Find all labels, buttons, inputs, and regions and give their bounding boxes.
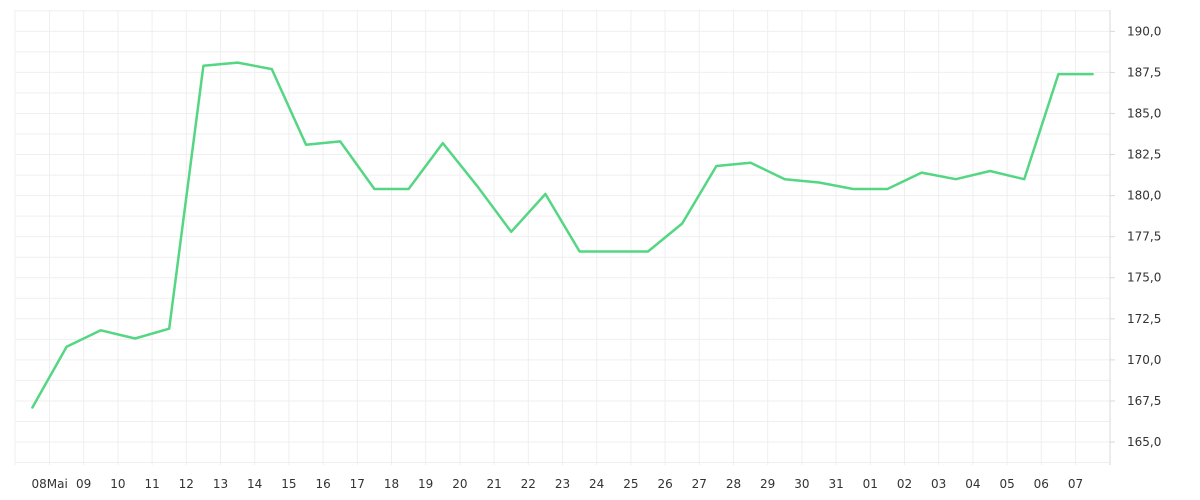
x-tick-label: 17	[350, 477, 365, 491]
y-axis-labels: 165,0 167,5 170,0 172,5 175,0 177,5 180,0 182,5…	[1110, 24, 1161, 449]
x-tick-label: 02	[897, 477, 912, 491]
series-line	[31, 61, 1094, 409]
y-tick-label: 190,0	[1127, 24, 1161, 38]
x-tick-label: 21	[486, 477, 501, 491]
x-tick-label: 09	[76, 477, 91, 491]
x-tick-label: 08Mai	[32, 477, 68, 491]
x-tick-label: 28	[726, 477, 741, 491]
y-tick-label: 170,0	[1127, 353, 1161, 367]
x-tick-label: 25	[623, 477, 638, 491]
y-tick-label: 177,5	[1127, 230, 1161, 244]
x-tick-label: 07	[1068, 477, 1083, 491]
x-tick-label: 29	[760, 477, 775, 491]
x-axis-labels: 08Mai 09 10 11 12 13 14 15 16 17 18 19 20 21 22 23 24 25 2…	[32, 477, 1084, 491]
x-tick-label: 14	[247, 477, 262, 491]
x-tick-label: 19	[418, 477, 433, 491]
x-tick-label: 06	[1034, 477, 1049, 491]
y-tick-label: 167,5	[1127, 394, 1161, 408]
x-tick-label: 10	[110, 477, 125, 491]
y-tick-label: 187,5	[1127, 65, 1161, 79]
y-tick-label: 175,0	[1127, 271, 1161, 285]
x-tick-label: 24	[589, 477, 604, 491]
x-tick-label: 11	[144, 477, 159, 491]
x-tick-label: 16	[315, 477, 330, 491]
x-tick-label: 23	[555, 477, 570, 491]
x-tick-label: 12	[179, 477, 194, 491]
x-tick-label: 31	[828, 477, 843, 491]
x-tick-label: 20	[452, 477, 467, 491]
x-tick-label: 03	[931, 477, 946, 491]
x-tick-label: 18	[384, 477, 399, 491]
y-tick-label: 180,0	[1127, 189, 1161, 203]
y-tick-label: 165,0	[1127, 435, 1161, 449]
y-tick-label: 185,0	[1127, 106, 1161, 120]
x-tick-label: 13	[213, 477, 228, 491]
x-tick-label: 05	[999, 477, 1014, 491]
y-tick-label: 172,5	[1127, 312, 1161, 326]
x-tick-label: 22	[521, 477, 536, 491]
x-tick-label: 27	[692, 477, 707, 491]
grid	[14, 10, 1110, 465]
x-tick-label: 01	[863, 477, 878, 491]
y-tick-label: 182,5	[1127, 148, 1161, 162]
x-tick-label: 26	[657, 477, 672, 491]
x-tick-label: 30	[794, 477, 809, 491]
x-tick-label: 04	[965, 477, 980, 491]
x-tick-label: 15	[281, 477, 296, 491]
